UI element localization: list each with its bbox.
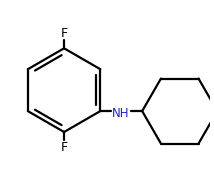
Text: F: F xyxy=(61,27,68,40)
Text: NH: NH xyxy=(112,107,129,120)
Text: F: F xyxy=(61,140,68,153)
